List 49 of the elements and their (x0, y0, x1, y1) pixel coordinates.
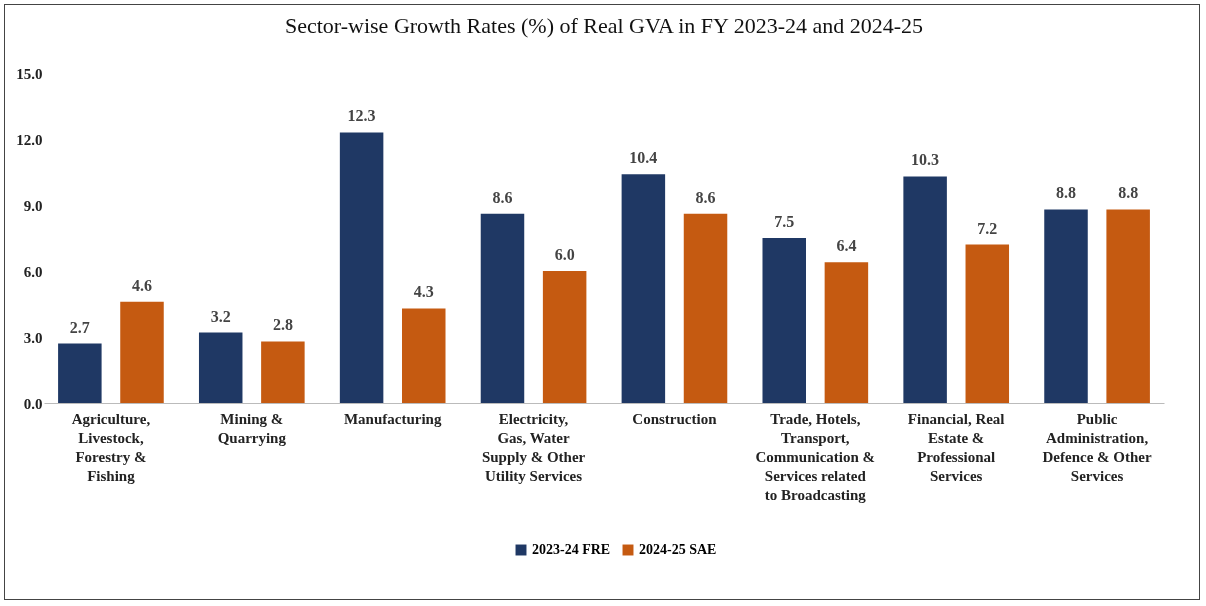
data-label: 8.6 (492, 188, 513, 206)
bar (903, 176, 947, 403)
data-label: 4.6 (131, 276, 152, 294)
data-label: 6.0 (554, 246, 575, 263)
chart-title: Sector-wise Growth Rates (%) of Real GVA in FY 2023-24 and 2024-25 (284, 13, 924, 38)
bar (58, 343, 102, 403)
bar (339, 132, 384, 403)
bar (965, 244, 1010, 403)
x-tick-label: Construction (632, 410, 718, 427)
bar (762, 238, 806, 403)
bar (1044, 209, 1088, 403)
bar (480, 213, 525, 403)
x-tick-label: Trade, Hotels, Transport, Communication & Services related to Broadcasting (755, 410, 876, 503)
data-label: 7.2 (977, 219, 998, 237)
bar (402, 308, 446, 403)
bar (198, 332, 243, 403)
bar (824, 262, 869, 403)
legend-label: 2023-24 FRE (532, 542, 611, 557)
bar (1106, 209, 1150, 403)
data-label: 8.8 (1056, 184, 1077, 202)
data-label: 8.8 (1118, 184, 1139, 202)
data-label: 7.5 (774, 213, 795, 230)
y-tick-label: 12.0 (16, 131, 43, 148)
data-label: 2.8 (272, 316, 293, 334)
x-tick-label: Manufacturing (343, 410, 442, 427)
y-tick-label: 6.0 (23, 263, 43, 280)
x-tick-label: Agriculture, Livestock, Forestry & Fishing (71, 410, 151, 484)
x-tick-label: Public Administration, Defence & Other Services (1042, 410, 1152, 484)
data-label: 8.6 (695, 188, 716, 206)
data-label: 10.4 (629, 149, 658, 167)
bar (120, 301, 164, 403)
bar (683, 213, 728, 403)
data-label: 10.3 (911, 151, 940, 169)
x-tick-label: Mining & Quarrying (217, 410, 287, 446)
x-tick-label: Financial, Real Estate & Professional Services (907, 410, 1005, 484)
legend-label: 2024-25 SAE (639, 542, 717, 557)
data-label: 12.3 (347, 107, 376, 125)
y-tick-label: 9.0 (23, 197, 43, 214)
data-label: 4.3 (413, 283, 434, 301)
bar (621, 174, 666, 403)
x-tick-label: Electricity, Gas, Water Supply & Other Utility Services (481, 410, 586, 484)
y-tick-label: 3.0 (23, 329, 43, 346)
data-label: 3.2 (210, 307, 231, 325)
data-label: 2.7 (69, 318, 90, 336)
y-tick-label: 15.0 (16, 65, 43, 82)
bar (261, 341, 305, 403)
y-tick-label: 0.0 (23, 395, 43, 412)
data-label: 6.4 (836, 237, 857, 255)
bar (542, 271, 587, 403)
